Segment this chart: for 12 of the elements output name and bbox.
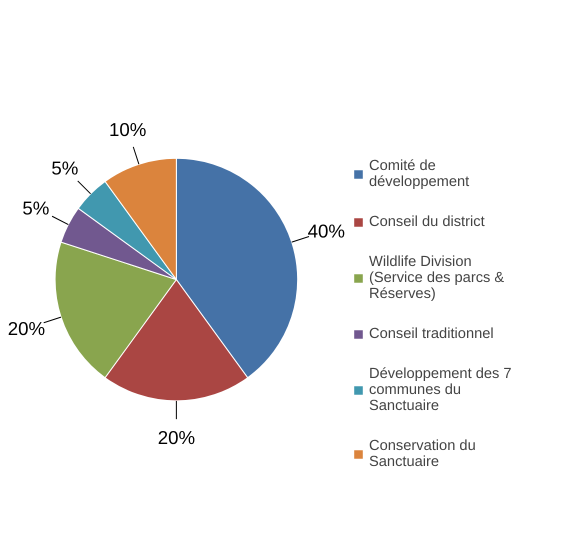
legend-label: Comité de développement [369,158,470,190]
data-label: 5% [22,197,50,218]
data-label: 20% [8,318,46,339]
data-label: 5% [51,158,78,179]
legend-label: Wildlife Division (Service des parcs & Réserves) [369,254,504,302]
legend-label: Conservation du Sanctuaire [369,438,476,470]
data-label: 20% [158,426,196,448]
legend-label: Conseil du district [369,214,485,230]
legend-label: Conseil traditionnel [369,326,494,342]
legend-label: Développement des 7 communes du Sanctuaire [369,366,512,414]
data-label: 40% [308,220,346,242]
data-label: 10% [108,119,146,140]
